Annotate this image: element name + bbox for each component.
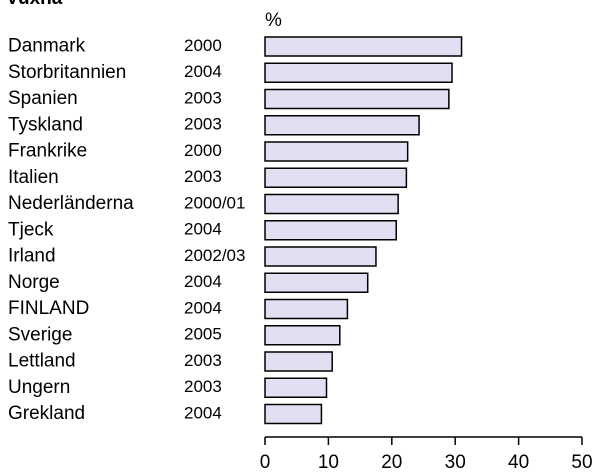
year-label: 2003	[184, 88, 222, 107]
year-label: 2004	[184, 272, 222, 291]
category-label: Norge	[8, 272, 60, 293]
year-label: 2003	[184, 377, 222, 396]
year-label: 2002/03	[184, 246, 245, 265]
x-tick-label: 30	[445, 452, 466, 472]
bar	[264, 325, 341, 346]
bar	[264, 298, 349, 320]
year-label: 2000	[184, 141, 222, 160]
year-label: 2004	[184, 220, 222, 239]
bar	[264, 88, 450, 110]
unit-label: %	[265, 10, 282, 31]
bar	[264, 36, 463, 57]
category-label: Italien	[8, 167, 59, 188]
bar	[264, 246, 377, 267]
year-label: 2004	[184, 403, 222, 422]
category-label: Storbritannien	[8, 62, 126, 83]
category-label: Danmark	[8, 36, 86, 57]
year-label: 2000/01	[184, 193, 245, 212]
x-tick-label: 40	[508, 452, 529, 472]
x-tick-label: 20	[381, 452, 402, 472]
category-label: Sverige	[8, 324, 72, 345]
year-label: 2003	[184, 115, 222, 134]
x-axis: 0 10 20 30 40 50	[260, 436, 593, 472]
category-label: Frankrike	[8, 141, 87, 162]
category-label: FINLAND	[8, 298, 89, 319]
bar	[264, 167, 408, 188]
bar	[264, 141, 409, 162]
category-label: Ungern	[8, 377, 70, 398]
category-label: Tyskland	[8, 114, 83, 135]
year-label: 2003	[184, 167, 222, 186]
category-label: Nederländerna	[8, 193, 134, 214]
x-tick-label: 0	[260, 452, 271, 472]
x-tick-label: 50	[571, 452, 592, 472]
bar	[264, 351, 333, 372]
year-label: 2004	[184, 62, 222, 81]
bar	[264, 272, 369, 293]
bar-rows: Danmark 2000 Storbritannien 2004 Spanien 2003…	[8, 36, 463, 425]
year-label: 2004	[184, 298, 222, 317]
chart-title: Vuxna	[6, 0, 63, 9]
category-label: Irland	[8, 246, 56, 267]
category-label: Tjeck	[8, 219, 54, 240]
category-label: Spanien	[8, 88, 78, 109]
year-label: 2005	[184, 325, 222, 344]
bar	[264, 62, 453, 83]
x-tick-label: 10	[318, 452, 339, 472]
category-label: Lettland	[8, 351, 76, 372]
bar	[264, 377, 328, 398]
bar	[264, 193, 399, 215]
year-label: 2003	[184, 351, 222, 370]
year-label: 2000	[184, 36, 222, 55]
bar	[264, 403, 323, 425]
bar	[264, 220, 397, 241]
category-label: Grekland	[8, 403, 85, 424]
bar	[264, 115, 420, 136]
